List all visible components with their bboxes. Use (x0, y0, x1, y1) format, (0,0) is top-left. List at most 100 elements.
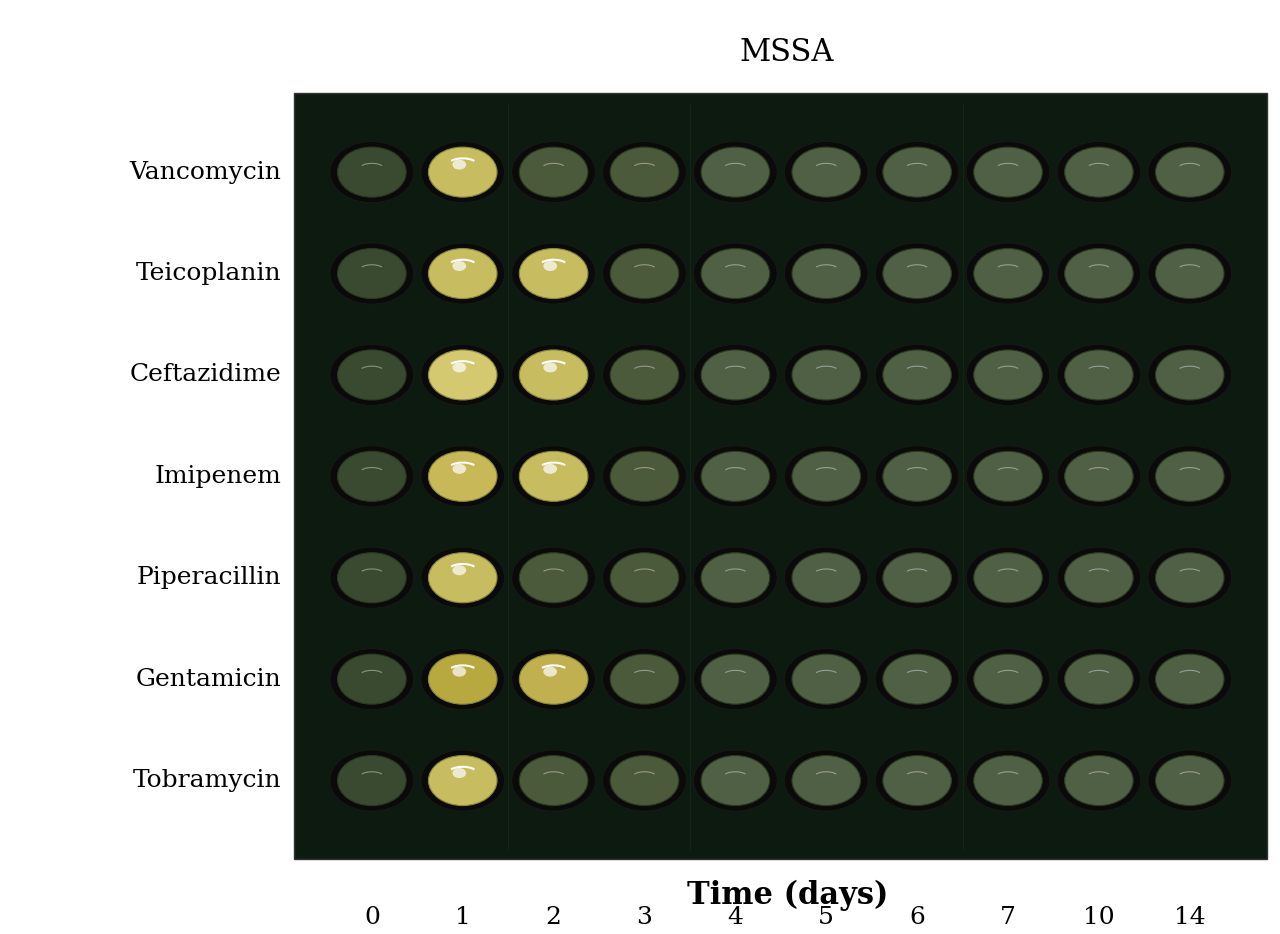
Circle shape (520, 654, 588, 704)
Text: 2: 2 (545, 906, 562, 929)
Circle shape (452, 768, 466, 778)
Circle shape (1057, 547, 1140, 608)
Text: Gentamicin: Gentamicin (136, 668, 282, 690)
Circle shape (611, 148, 678, 197)
Text: 0: 0 (364, 906, 380, 929)
Circle shape (876, 750, 959, 811)
Circle shape (512, 750, 595, 811)
Circle shape (701, 248, 769, 299)
Circle shape (1065, 148, 1133, 197)
Circle shape (512, 243, 595, 304)
Circle shape (1148, 750, 1231, 811)
Circle shape (520, 148, 588, 197)
Circle shape (603, 142, 686, 203)
Circle shape (785, 446, 868, 507)
Circle shape (520, 248, 588, 299)
Circle shape (974, 148, 1042, 197)
Circle shape (1065, 350, 1133, 400)
Circle shape (876, 345, 959, 405)
Circle shape (429, 148, 497, 197)
Circle shape (792, 756, 860, 805)
Circle shape (452, 464, 466, 474)
Circle shape (1148, 345, 1231, 405)
Circle shape (512, 142, 595, 203)
Circle shape (974, 756, 1042, 805)
Circle shape (520, 553, 588, 602)
Circle shape (701, 148, 769, 197)
Circle shape (694, 345, 777, 405)
Circle shape (1156, 451, 1224, 502)
Circle shape (966, 142, 1050, 203)
Circle shape (1065, 248, 1133, 299)
Circle shape (603, 446, 686, 507)
Circle shape (966, 648, 1050, 710)
Circle shape (792, 553, 860, 602)
Circle shape (421, 243, 504, 304)
Circle shape (1148, 446, 1231, 507)
Circle shape (338, 553, 406, 602)
Circle shape (1057, 142, 1140, 203)
Circle shape (512, 648, 595, 710)
Circle shape (603, 648, 686, 710)
Circle shape (330, 142, 413, 203)
Circle shape (543, 261, 557, 271)
Circle shape (452, 667, 466, 676)
Circle shape (883, 654, 951, 704)
Text: Ceftazidime: Ceftazidime (129, 363, 282, 387)
Circle shape (701, 553, 769, 602)
Circle shape (1148, 648, 1231, 710)
Circle shape (694, 750, 777, 811)
Circle shape (694, 446, 777, 507)
Circle shape (512, 547, 595, 608)
Circle shape (330, 243, 413, 304)
Circle shape (1065, 654, 1133, 704)
Circle shape (1156, 553, 1224, 602)
Circle shape (1057, 750, 1140, 811)
Circle shape (330, 750, 413, 811)
Circle shape (338, 451, 406, 502)
Circle shape (876, 243, 959, 304)
Text: 14: 14 (1174, 906, 1206, 929)
Circle shape (1057, 648, 1140, 710)
Circle shape (421, 345, 504, 405)
Text: Teicoplanin: Teicoplanin (136, 262, 282, 285)
Circle shape (792, 248, 860, 299)
Circle shape (974, 350, 1042, 400)
Circle shape (452, 261, 466, 271)
Circle shape (603, 547, 686, 608)
Circle shape (694, 648, 777, 710)
Circle shape (876, 446, 959, 507)
Circle shape (429, 350, 497, 400)
Circle shape (429, 654, 497, 704)
Circle shape (429, 756, 497, 805)
Circle shape (785, 243, 868, 304)
Circle shape (701, 451, 769, 502)
Circle shape (421, 547, 504, 608)
Circle shape (966, 345, 1050, 405)
Circle shape (792, 654, 860, 704)
Circle shape (883, 451, 951, 502)
Circle shape (611, 553, 678, 602)
Circle shape (338, 756, 406, 805)
Text: 7: 7 (1000, 906, 1016, 929)
Circle shape (611, 756, 678, 805)
Circle shape (974, 553, 1042, 602)
Circle shape (611, 350, 678, 400)
Circle shape (694, 142, 777, 203)
Circle shape (1148, 243, 1231, 304)
Circle shape (876, 547, 959, 608)
Circle shape (512, 345, 595, 405)
Circle shape (1156, 350, 1224, 400)
Circle shape (603, 750, 686, 811)
Circle shape (1065, 756, 1133, 805)
Circle shape (452, 362, 466, 373)
Circle shape (974, 248, 1042, 299)
Circle shape (611, 248, 678, 299)
Text: 3: 3 (636, 906, 653, 929)
Circle shape (792, 350, 860, 400)
Circle shape (330, 446, 413, 507)
Circle shape (785, 547, 868, 608)
Circle shape (966, 750, 1050, 811)
Circle shape (792, 451, 860, 502)
Text: 10: 10 (1083, 906, 1115, 929)
